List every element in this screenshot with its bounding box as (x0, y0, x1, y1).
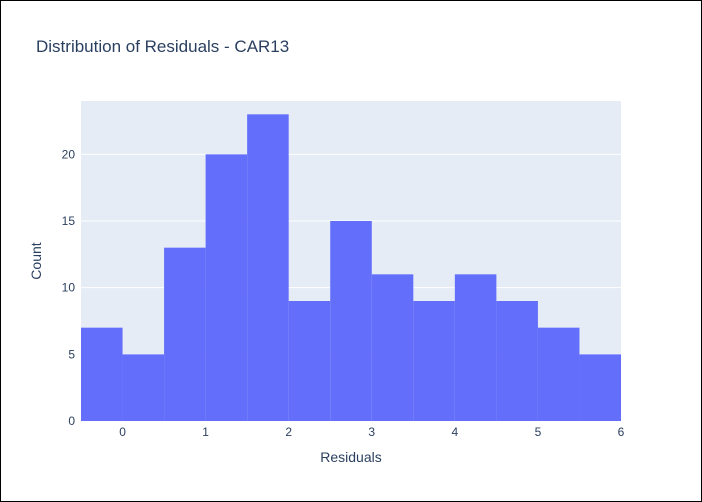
histogram-bar (579, 354, 621, 421)
x-tick-label: 1 (202, 425, 209, 439)
y-tick-label: 20 (62, 147, 76, 161)
y-tick-label: 5 (68, 347, 75, 361)
histogram-bar (496, 301, 538, 421)
histogram-bar (122, 354, 165, 421)
histogram-bar (330, 221, 372, 421)
x-axis-label: Residuals (320, 449, 381, 465)
histogram-bar (537, 327, 580, 421)
histogram-bar (247, 114, 289, 421)
histogram-bar (81, 327, 123, 421)
x-tick-label: 3 (368, 425, 375, 439)
x-tick-label: 0 (119, 425, 126, 439)
histogram-bar (371, 274, 414, 421)
x-tick-label: 6 (618, 425, 625, 439)
bars (81, 114, 621, 422)
histogram-bar (288, 301, 331, 421)
histogram-bar (164, 247, 206, 421)
y-tick-label: 10 (62, 281, 76, 295)
x-tick-label: 2 (285, 425, 292, 439)
chart-title: Distribution of Residuals - CAR13 (36, 37, 289, 56)
y-tick-label: 15 (62, 214, 76, 228)
histogram-bar (205, 154, 248, 422)
histogram-bar (413, 301, 455, 421)
x-tick-label: 4 (452, 425, 459, 439)
y-axis-label: Count (28, 242, 44, 279)
x-tick-label: 5 (535, 425, 542, 439)
y-tick-label: 0 (68, 414, 75, 428)
y-axis-ticks: 0 5 10 15 20 (62, 147, 76, 428)
histogram-bar (454, 274, 497, 421)
x-axis-ticks: 0 1 2 3 4 5 6 (119, 425, 624, 439)
